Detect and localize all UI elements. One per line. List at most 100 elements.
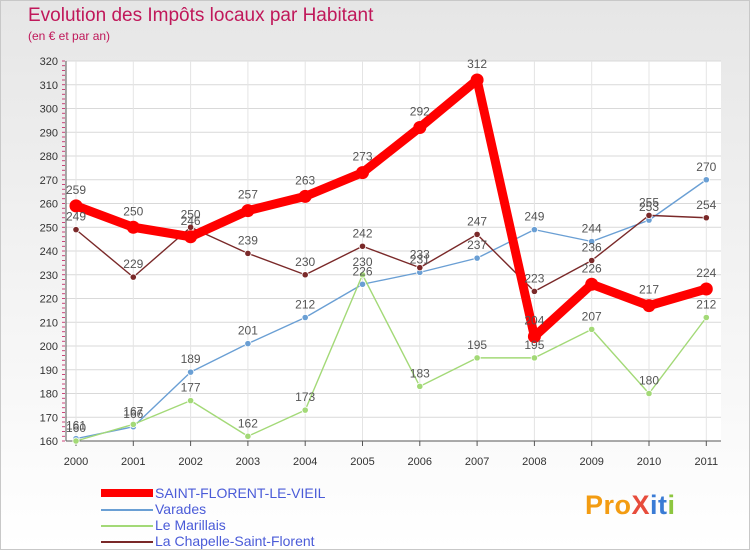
x-tick-label: 2004 <box>293 456 317 468</box>
data-point-varades <box>301 313 309 322</box>
data-point-saint-florent-le-vieil <box>241 204 255 218</box>
data-point-varades <box>530 226 539 234</box>
data-point-varades <box>187 368 195 376</box>
x-tick-label: 2003 <box>236 456 260 468</box>
legend-swatch-le-marillais <box>101 525 153 527</box>
data-label-varades: 253 <box>639 200 659 214</box>
legend-label: Varades <box>155 501 207 517</box>
data-point-saint-florent-le-vieil <box>470 73 484 87</box>
legend-label: SAINT-FLORENT-LE-VIEIL <box>155 485 326 501</box>
y-tick-label: 230 <box>40 270 58 282</box>
data-point-saint-florent-le-vieil <box>585 277 599 291</box>
data-point-saint-florent-le-vieil <box>356 166 369 180</box>
data-label-le-marillais: 207 <box>582 309 602 323</box>
y-tick-label: 260 <box>40 199 58 211</box>
data-label-la-chapelle-saint-florent: 242 <box>352 226 372 240</box>
data-label-le-marillais: 195 <box>524 338 544 352</box>
data-label-varades: 201 <box>238 324 258 338</box>
data-label-la-chapelle-saint-florent: 247 <box>467 214 487 228</box>
x-tick-label: 2009 <box>579 456 603 468</box>
data-label-le-marillais: 230 <box>352 255 372 269</box>
data-point-la-chapelle-saint-florent <box>530 287 539 295</box>
y-tick-label: 300 <box>40 104 58 116</box>
legend-label: La Chapelle-Saint-Florent <box>155 533 315 549</box>
data-point-la-chapelle-saint-florent <box>301 271 309 279</box>
y-tick-label: 280 <box>40 151 58 163</box>
x-tick-label: 2000 <box>64 456 88 468</box>
data-label-varades: 189 <box>181 352 201 366</box>
data-label-la-chapelle-saint-florent: 223 <box>524 271 544 285</box>
data-label-saint-florent-le-vieil: 204 <box>524 314 544 328</box>
y-tick-label: 310 <box>40 80 58 92</box>
data-label-la-chapelle-saint-florent: 250 <box>181 207 201 221</box>
data-point-la-chapelle-saint-florent <box>244 249 252 257</box>
data-label-saint-florent-le-vieil: 273 <box>352 150 372 164</box>
data-point-le-marillais <box>530 354 539 362</box>
data-label-saint-florent-le-vieil: 217 <box>639 283 659 297</box>
data-label-varades: 166 <box>123 407 143 421</box>
y-tick-label: 200 <box>40 341 58 353</box>
chart-subtitle: (en € et par an) <box>28 29 111 43</box>
data-label-varades: 237 <box>467 238 487 252</box>
data-point-le-marillais <box>702 313 710 322</box>
y-tick-label: 220 <box>40 294 58 306</box>
legend-swatch-saint-florent <box>101 489 153 497</box>
x-tick-label: 2010 <box>637 456 661 468</box>
data-label-varades: 226 <box>352 264 372 278</box>
data-point-le-marillais <box>416 382 424 390</box>
data-label-la-chapelle-saint-florent: 233 <box>410 248 430 262</box>
data-label-la-chapelle-saint-florent: 255 <box>639 195 659 209</box>
data-point-la-chapelle-saint-florent <box>129 273 137 281</box>
gridlines <box>66 60 721 442</box>
data-point-varades <box>473 254 481 262</box>
legend-label: Le Marillais <box>155 517 226 533</box>
data-label-saint-florent-le-vieil: 226 <box>582 261 602 275</box>
data-point-le-marillais <box>358 271 367 279</box>
data-label-le-marillais: 160 <box>66 421 86 435</box>
data-point-saint-florent-le-vieil <box>184 230 198 244</box>
series-line-le-marillais <box>75 274 707 442</box>
data-label-saint-florent-le-vieil: 259 <box>66 183 86 197</box>
data-label-la-chapelle-saint-florent: 236 <box>582 241 602 255</box>
y-tick-label: 270 <box>40 175 58 187</box>
y-tick-label: 240 <box>40 246 58 258</box>
x-tick-label: 2007 <box>465 456 489 468</box>
data-point-saint-florent-le-vieil <box>413 121 427 134</box>
x-tick-label: 2008 <box>522 456 546 468</box>
data-label-la-chapelle-saint-florent: 249 <box>66 210 86 224</box>
data-point-la-chapelle-saint-florent <box>416 264 424 272</box>
data-point-varades <box>702 176 710 184</box>
y-tick-label: 250 <box>40 222 58 234</box>
data-point-la-chapelle-saint-florent <box>72 226 80 234</box>
x-tick-label: 2001 <box>121 456 145 468</box>
axes: 160 170 180 190 200 210 220 230 240 250 260 270 280 2… <box>40 56 721 468</box>
data-label-le-marillais: 180 <box>639 374 659 388</box>
y-tick-label: 290 <box>40 127 58 139</box>
data-label-la-chapelle-saint-florent: 239 <box>238 233 258 247</box>
data-label-saint-florent-le-vieil: 292 <box>410 105 430 119</box>
data-point-la-chapelle-saint-florent <box>588 256 596 265</box>
series-line-varades <box>75 179 707 440</box>
data-label-le-marillais: 195 <box>467 338 487 352</box>
data-label-le-marillais: 212 <box>696 298 716 312</box>
chart-title: Evolution des Impôts locaux par Habitant <box>28 5 374 26</box>
data-label-saint-florent-le-vieil: 250 <box>123 204 143 218</box>
data-label-la-chapelle-saint-florent: 229 <box>123 257 143 271</box>
data-point-varades <box>588 237 596 246</box>
data-label-varades: 212 <box>295 298 315 312</box>
data-label-saint-florent-le-vieil: 224 <box>696 266 716 280</box>
x-tick-label: 2011 <box>694 456 718 468</box>
series-line-saint-florent-le-vieil <box>71 75 711 341</box>
data-label-varades: 249 <box>524 210 544 224</box>
legend-swatch-la-chapelle <box>101 541 153 543</box>
y-tick-label: 190 <box>40 365 58 377</box>
data-label-le-marillais: 173 <box>295 390 315 404</box>
series-lines <box>69 73 713 445</box>
data-point-le-marillais <box>301 406 309 414</box>
data-label-le-marillais: 162 <box>238 416 258 430</box>
data-point-saint-florent-le-vieil <box>642 299 656 313</box>
data-label-le-marillais: 183 <box>410 366 430 380</box>
data-labels: 2592502462572632732923122042262172241611… <box>66 57 717 435</box>
data-point-le-marillais <box>129 420 137 428</box>
